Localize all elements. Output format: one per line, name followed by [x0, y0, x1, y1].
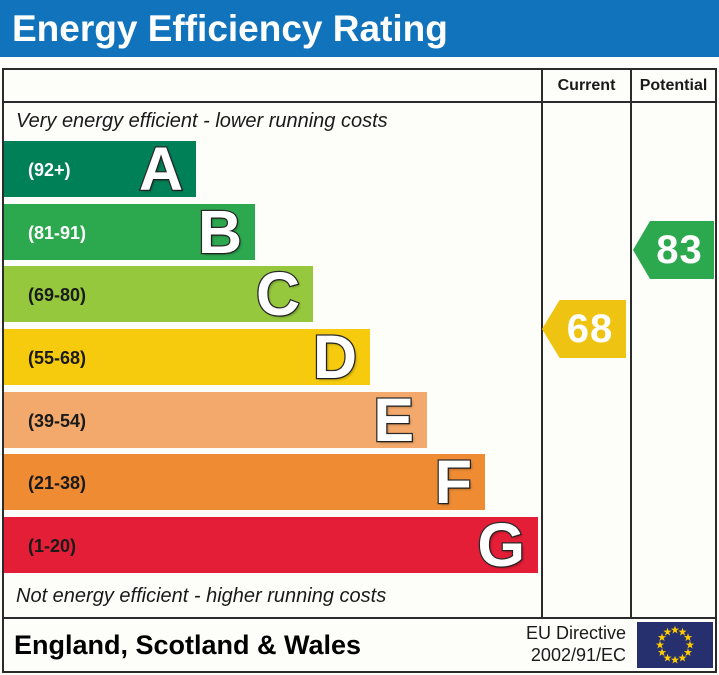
band-e: (39-54) E [4, 386, 427, 454]
top-caption: Very energy efficient - lower running co… [16, 110, 388, 132]
rating-table: Current Potential Very energy efficient … [2, 68, 717, 673]
band-g: (1-20) G [4, 511, 538, 579]
eu-directive-label: EU Directive 2002/91/EC [526, 619, 626, 671]
band-letter: B [197, 198, 244, 266]
potential-column-header: Potential [639, 77, 708, 94]
band-range-label: (92+) [28, 160, 71, 180]
eu-flag-icon [637, 622, 713, 668]
header-divider [4, 101, 715, 103]
band-range-label: (81-91) [28, 223, 87, 243]
band-letter: D [312, 323, 359, 391]
current-column-divider [541, 70, 543, 617]
bottom-caption: Not energy efficient - higher running co… [16, 585, 387, 607]
band-range-label: (1-20) [28, 536, 77, 556]
eu-directive-line2: 2002/91/EC [530, 645, 626, 665]
potential-rating-arrow: 83 [633, 221, 714, 279]
region-label: England, Scotland & Wales [14, 630, 362, 660]
eu-directive-line1: EU Directive [525, 623, 626, 644]
band-a: (92+) A [4, 135, 196, 203]
title-bar: Energy Efficiency Rating [0, 0, 719, 57]
band-range-label: (21-38) [28, 473, 87, 493]
band-range-label: (39-54) [28, 411, 87, 431]
footer-divider [4, 617, 715, 619]
current-column-header: Current [557, 77, 616, 94]
band-letter: G [476, 511, 526, 579]
band-range-label: (69-80) [28, 285, 87, 305]
band-range-label: (55-68) [28, 348, 87, 368]
potential-rating-value: 83 [656, 227, 703, 272]
band-b: (81-91) B [4, 198, 255, 266]
band-letter: A [138, 135, 185, 203]
current-rating-value: 68 [566, 306, 614, 351]
potential-column-divider [630, 70, 632, 617]
current-rating-arrow: 68 [542, 300, 626, 358]
band-letter: C [255, 260, 302, 328]
band-c: (69-80) C [4, 260, 313, 328]
band-letter: F [433, 448, 473, 516]
page-title: Energy Efficiency Rating [12, 7, 448, 49]
band-letter: E [372, 386, 415, 454]
band-f: (21-38) F [4, 448, 485, 516]
band-d: (55-68) D [4, 323, 370, 391]
footer: England, Scotland & Wales EU Directive 2… [4, 619, 715, 671]
